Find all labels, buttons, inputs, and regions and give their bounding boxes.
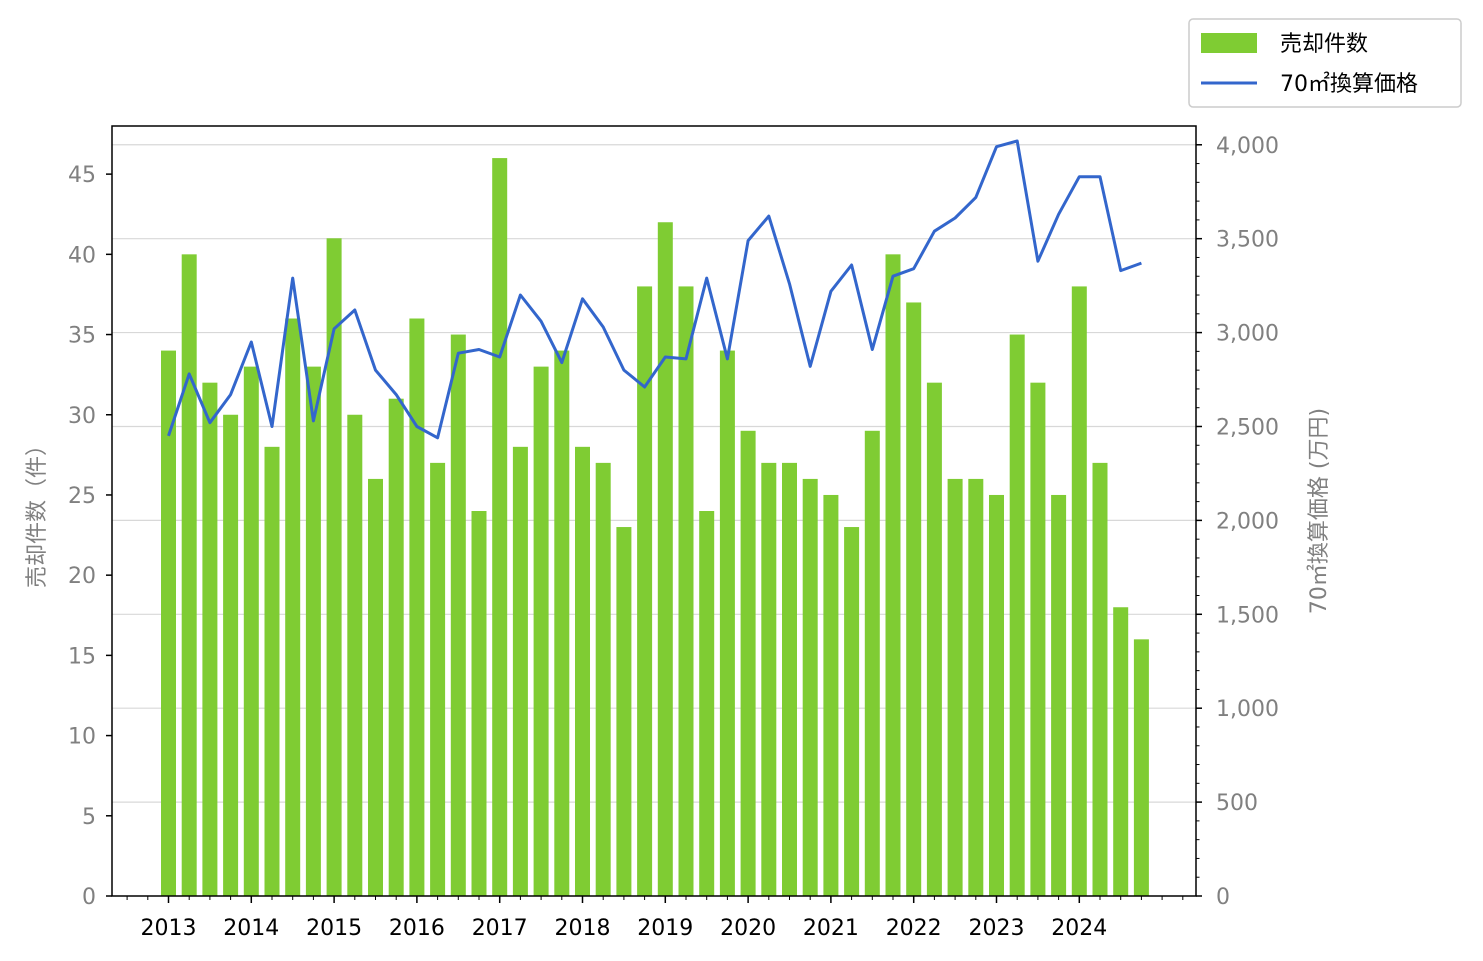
price-line	[167, 139, 1142, 440]
line-series	[167, 139, 1142, 440]
bar	[1071, 286, 1087, 897]
bar	[761, 462, 777, 896]
bar	[906, 302, 922, 896]
bar	[533, 366, 549, 896]
x-tick-label: 2019	[637, 916, 693, 941]
bar	[305, 366, 321, 896]
x-tick-label: 2016	[389, 916, 445, 941]
left-tick-label: 25	[68, 484, 96, 509]
bar	[243, 366, 259, 896]
bar	[409, 318, 425, 896]
bar	[264, 446, 280, 896]
bar	[678, 286, 694, 897]
right-tick-label: 1,000	[1216, 697, 1279, 722]
left-tick-label: 0	[82, 885, 96, 910]
bar	[368, 478, 383, 896]
x-tick-label: 2023	[969, 916, 1025, 941]
bar	[616, 527, 632, 896]
bar	[926, 382, 942, 897]
bar	[430, 462, 446, 896]
bar	[782, 462, 797, 896]
bar	[554, 350, 570, 896]
bar	[1051, 494, 1067, 896]
bar	[885, 254, 901, 897]
bar	[450, 334, 466, 897]
bar	[347, 414, 363, 896]
left-tick-label: 10	[68, 725, 96, 750]
bar	[740, 430, 756, 896]
x-tick-label: 2024	[1051, 916, 1107, 941]
legend: 売却件数 70㎡換算価格	[1188, 18, 1462, 108]
right-tick-label: 1,500	[1216, 603, 1279, 628]
right-tick-label: 3,000	[1216, 322, 1279, 347]
right-tick-label: 0	[1216, 885, 1230, 910]
right-axis-title: 70㎡換算価格 (万円)	[1306, 408, 1332, 614]
bar	[637, 286, 653, 897]
bar	[947, 478, 963, 896]
bar	[161, 350, 176, 896]
bar	[388, 398, 404, 896]
bar	[492, 158, 508, 897]
bar	[202, 382, 218, 897]
bar	[285, 318, 301, 896]
bar	[1009, 334, 1025, 897]
bar	[223, 414, 239, 896]
right-tick-label: 3,500	[1216, 228, 1279, 253]
bar	[657, 222, 673, 896]
bar	[719, 350, 735, 896]
bar	[844, 527, 860, 896]
left-tick-label: 35	[68, 324, 96, 349]
legend-line-label: 70㎡換算価格	[1280, 71, 1418, 97]
x-tick-label: 2015	[306, 916, 362, 941]
left-tick-label: 45	[68, 163, 96, 188]
legend-bar-label: 売却件数	[1280, 32, 1368, 57]
left-axis: 0 5 10 15 20 25 30 35 40 45	[68, 163, 112, 910]
legend-bar-swatch	[1201, 33, 1257, 53]
x-tick-label: 2014	[223, 916, 279, 941]
bar	[595, 462, 611, 896]
bar	[864, 430, 880, 896]
bar	[968, 478, 984, 896]
bar	[699, 511, 715, 896]
bar	[181, 254, 197, 897]
x-tick-label: 2020	[720, 916, 776, 941]
bar	[1113, 607, 1129, 896]
right-tick-label: 500	[1216, 791, 1258, 816]
bar	[823, 494, 839, 896]
x-tick-label: 2018	[555, 916, 611, 941]
x-tick-label: 2022	[886, 916, 942, 941]
x-tick-label: 2021	[803, 916, 859, 941]
bottom-axis: 2013 2014 2015 2016 2017 2018 2019 2020 2021 2022…	[126, 896, 1184, 941]
right-axis: 0 500 1,000 1,500 2,000 2,500 3,000 3,500 4,000	[1196, 134, 1279, 910]
bar	[1133, 639, 1149, 896]
bar	[989, 494, 1004, 896]
bar	[512, 446, 528, 896]
bar	[575, 446, 590, 896]
x-tick-label: 2017	[472, 916, 528, 941]
bar-series	[161, 158, 1149, 897]
left-tick-label: 20	[68, 564, 96, 589]
x-tick-label: 2013	[141, 916, 197, 941]
bar	[1030, 382, 1046, 897]
bar	[802, 478, 818, 896]
left-tick-label: 15	[68, 644, 96, 669]
bar	[326, 238, 342, 896]
right-tick-label: 2,000	[1216, 509, 1279, 534]
bar	[1092, 462, 1108, 896]
plot-frame	[111, 125, 1197, 897]
left-tick-label: 30	[68, 404, 96, 429]
left-axis-title: 売却件数（件）	[25, 434, 50, 588]
right-tick-label: 4,000	[1216, 134, 1279, 159]
right-tick-label: 2,500	[1216, 415, 1279, 440]
bar	[471, 511, 487, 896]
left-tick-label: 5	[82, 805, 96, 830]
left-tick-label: 40	[68, 243, 96, 268]
